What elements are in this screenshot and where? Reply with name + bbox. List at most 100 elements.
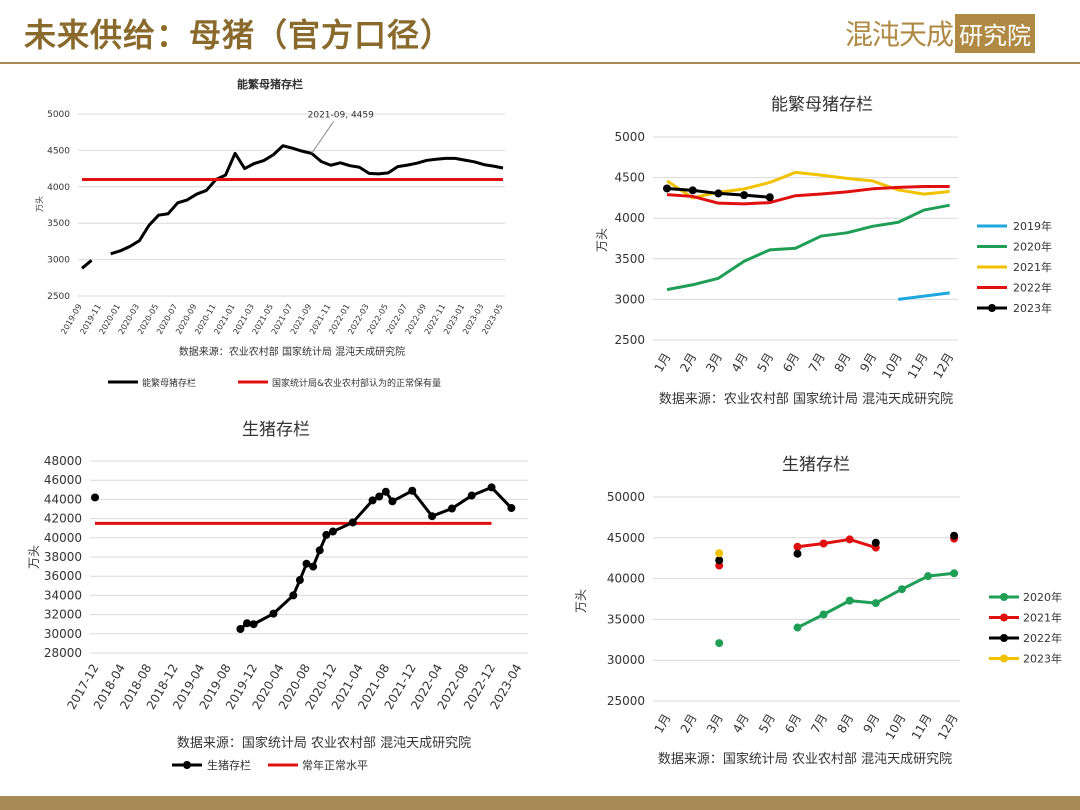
- data-point: [322, 530, 331, 539]
- data-point: [388, 497, 397, 506]
- data-point: [845, 535, 854, 544]
- data-point: [507, 504, 516, 513]
- y-tick-label: 30000: [44, 627, 82, 641]
- y-tick-label: 46000: [44, 473, 82, 487]
- y-axis-label: 万头: [34, 196, 44, 212]
- data-point: [309, 562, 318, 571]
- x-tick-label: 1月: [652, 351, 674, 375]
- y-tick-label: 30000: [607, 653, 645, 667]
- source-note: 数据来源：农业农村部 国家统计局 混沌天成研究院: [179, 345, 405, 358]
- data-point: [381, 487, 390, 496]
- y-tick-label: 25000: [607, 694, 645, 708]
- data-point: [950, 569, 959, 578]
- data-point: [375, 492, 384, 501]
- data-point: [819, 539, 828, 548]
- series-line-hog: [239, 485, 513, 631]
- x-tick-label: 5月: [756, 712, 778, 736]
- x-tick-label: 10月: [883, 712, 909, 743]
- legend-label: 能繁母猪存栏: [142, 377, 196, 389]
- x-tick-label: 6月: [780, 351, 802, 375]
- y-tick-label: 45000: [607, 531, 645, 545]
- legend-marker: [1000, 613, 1008, 622]
- data-point: [793, 549, 802, 558]
- y-axis-label: 万头: [595, 228, 609, 252]
- y-tick-label: 42000: [44, 512, 82, 526]
- sow-monthly-chart: 能繁母猪存栏250030003500400045005000万头2019-092…: [34, 77, 505, 389]
- data-point: [714, 189, 723, 198]
- x-tick-label: 2月: [678, 712, 700, 736]
- data-point: [663, 184, 671, 193]
- y-tick-label: 28000: [44, 646, 82, 660]
- data-point: [236, 625, 245, 633]
- legend-label: 2022年: [1013, 281, 1052, 295]
- data-point: [315, 546, 324, 555]
- data-point: [950, 531, 959, 540]
- x-tick-label: 3月: [703, 351, 725, 375]
- data-point: [765, 193, 774, 202]
- x-tick-label: 2月: [677, 351, 699, 375]
- y-axis-label: 万头: [574, 589, 588, 613]
- y-tick-label: 5000: [614, 130, 645, 144]
- x-tick-label: 6月: [782, 712, 804, 736]
- data-point: [897, 585, 906, 594]
- x-tick-label: 8月: [834, 712, 856, 736]
- legend-label: 2023年: [1013, 301, 1052, 315]
- chart-title: 生猪存栏: [242, 420, 310, 440]
- legend-label: 国家统计局&农业农村部认为的正常保有量: [272, 377, 441, 389]
- series-line: [797, 537, 877, 550]
- data-point: [715, 639, 724, 648]
- y-tick-label: 35000: [607, 612, 645, 626]
- y-tick-label: 44000: [44, 492, 82, 506]
- data-point: [871, 599, 880, 608]
- series-line-sow: [110, 144, 504, 256]
- legend-marker: [1000, 593, 1008, 601]
- series-line-sow: [81, 259, 93, 270]
- x-tick-label: 11月: [909, 712, 935, 743]
- series-line: [898, 291, 950, 301]
- y-tick-label: 3500: [614, 252, 645, 266]
- y-tick-label: 3000: [614, 292, 645, 306]
- x-tick-label: 3月: [704, 712, 726, 736]
- y-tick-label: 36000: [44, 569, 82, 583]
- data-point: [243, 619, 252, 628]
- series-line: [666, 185, 950, 206]
- sow-seasonal-chart: 能繁母猪存栏 2500 3000 3500 4000 4500 5000 万头 1月 2月 3月 4月…: [595, 95, 1052, 407]
- source-note: 数据来源：国家统计局 农业农村部 混沌天成研究院: [658, 751, 952, 767]
- legend-label: 2019年: [1013, 219, 1052, 233]
- y-tick-label: 48000: [44, 454, 82, 468]
- legend-label: 2021年: [1023, 611, 1062, 625]
- chart-title: 能繁母猪存栏: [771, 95, 873, 115]
- y-tick-label: 3500: [47, 219, 70, 229]
- data-point: [487, 483, 496, 492]
- legend-marker: [988, 304, 996, 312]
- y-tick-label: 3000: [47, 256, 70, 266]
- data-point: [408, 486, 417, 495]
- y-tick-label: 34000: [44, 588, 82, 602]
- data-point: [715, 556, 724, 565]
- data-point: [715, 549, 724, 558]
- source-note: 数据来源：农业农村部 国家统计局 混沌天成研究院: [659, 391, 953, 407]
- legend-label: 2023年: [1023, 652, 1062, 666]
- x-tick-label: 10月: [879, 351, 905, 382]
- y-tick-label: 4000: [614, 211, 645, 225]
- x-tick-label: 12月: [931, 351, 957, 382]
- y-tick-label: 4500: [47, 146, 70, 156]
- data-point: [845, 596, 854, 605]
- data-point: [91, 493, 99, 502]
- y-tick-label: 4500: [614, 171, 645, 185]
- x-tick-label: 11月: [905, 351, 931, 382]
- x-tick-label: 9月: [860, 712, 882, 736]
- data-point: [871, 538, 880, 547]
- x-tick-label: 4月: [730, 712, 752, 736]
- x-tick-label: 12月: [935, 712, 961, 743]
- series-line: [666, 203, 950, 292]
- data-point: [428, 512, 437, 521]
- legend-marker: [1000, 654, 1008, 663]
- legend-label: 2022年: [1023, 631, 1062, 645]
- x-tick-label: 4月: [729, 351, 751, 375]
- annotation-leader: [311, 121, 335, 154]
- y-tick-label: 40000: [44, 531, 82, 545]
- y-tick-label: 50000: [607, 490, 645, 504]
- page-title: 未来供给：母猪（官方口径）: [24, 16, 454, 54]
- y-tick-label: 5000: [47, 110, 70, 120]
